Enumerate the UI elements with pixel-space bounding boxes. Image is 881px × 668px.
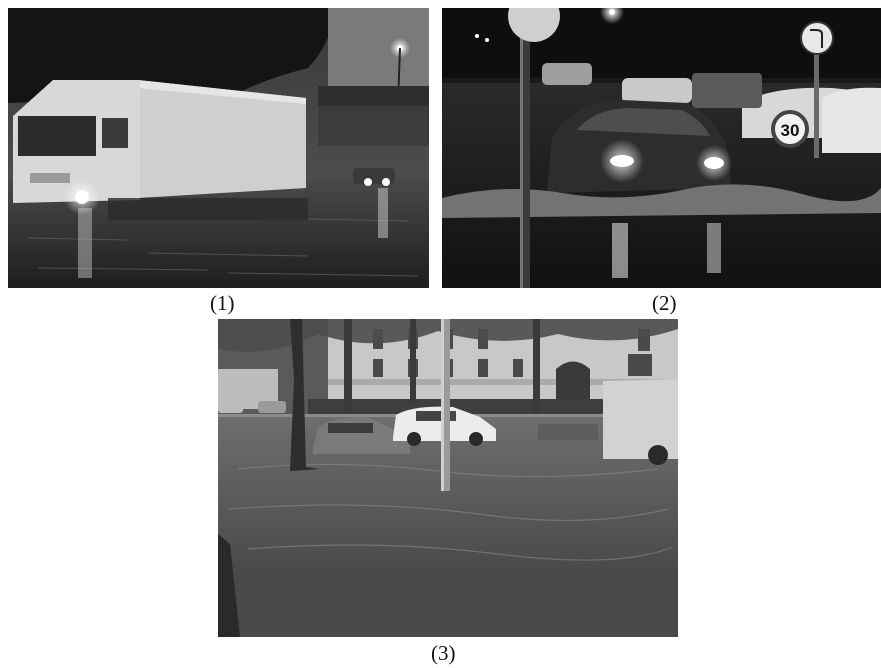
photo-2-car-flood: 30 [442, 8, 881, 288]
photo-3-street-flood [218, 319, 678, 637]
caption-1: (1) [210, 293, 235, 314]
photo-1-truck-flood [8, 8, 429, 288]
photo-3-graphic [218, 319, 678, 637]
photo-2-graphic: 30 [442, 8, 881, 288]
photo-1-graphic [8, 8, 429, 288]
caption-3: (3) [431, 643, 456, 664]
speed-limit-sign-text: 30 [781, 121, 800, 140]
caption-2: (2) [652, 293, 677, 314]
